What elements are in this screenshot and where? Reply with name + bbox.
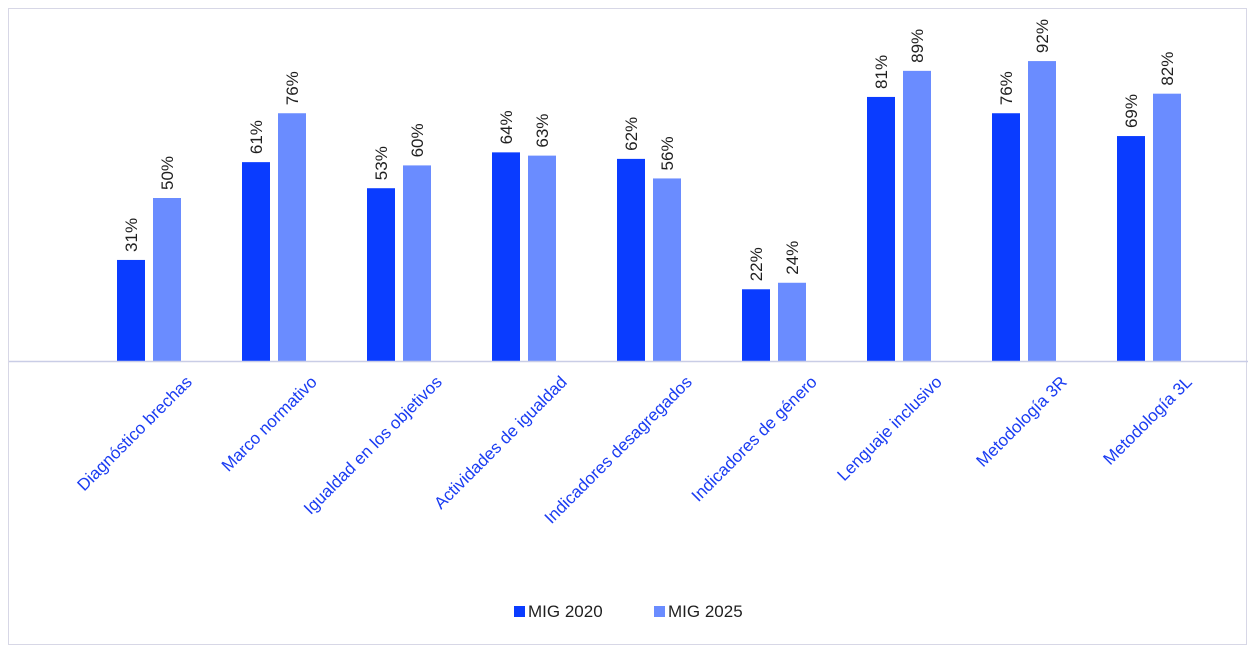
data-label-mig-2025-actividades-de-igualdad: 63% (533, 114, 552, 148)
bar-mig-2020-actividades-de-igualdad (492, 152, 520, 361)
bar-mig-2020-diagnostico-brechas (117, 259, 145, 361)
legend: MIG 2020 MIG 2025 (514, 602, 743, 621)
bar-chart: 31% 50% 61% 76% 53% 60% 64% 63% 62% 56% 22% 24% 81% 8… (9, 19, 1248, 621)
legend-label-mig-2020: MIG 2020 (528, 602, 603, 621)
category-labels-layer: Diagnóstico brechas Marco normativoIguald… (73, 372, 1195, 527)
category-label-marco-normativo: Marco normativo (218, 372, 321, 475)
bar-mig-2025-indicadores-desagregados (653, 178, 681, 361)
category-label-actividades-de-igualdad: Actividades de igualdad (430, 372, 570, 512)
bar-mig-2025-diagnostico-brechas (153, 198, 181, 361)
bar-mig-2025-metodologia-3l (1153, 93, 1181, 362)
data-label-mig-2025-indicadores-de-genero: 24% (783, 241, 802, 275)
data-label-mig-2025-diagnostico-brechas: 50% (158, 156, 177, 190)
bars-layer (117, 61, 1181, 362)
bar-mig-2020-igualdad-en-los-objetivos (367, 188, 395, 361)
data-label-mig-2020-indicadores-desagregados: 62% (622, 117, 641, 151)
bar-mig-2020-indicadores-desagregados (617, 158, 645, 361)
data-label-mig-2020-igualdad-en-los-objetivos: 53% (372, 146, 391, 180)
bar-mig-2020-lenguaje-inclusivo (867, 96, 895, 361)
bar-mig-2025-igualdad-en-los-objetivos (403, 165, 431, 361)
bar-mig-2025-actividades-de-igualdad (528, 155, 556, 361)
value-labels-layer: 31% 50% 61% 76% 53% 60% 64% 63% 62% 56% 22% 24% 81% 8… (122, 19, 1177, 281)
bar-mig-2020-marco-normativo (242, 162, 270, 361)
bar-mig-2020-metodologia-3r (992, 113, 1020, 362)
bar-mig-2025-marco-normativo (278, 113, 306, 362)
data-label-mig-2025-igualdad-en-los-objetivos: 60% (408, 123, 427, 157)
category-label-metodologia-3r: Metodología 3R (973, 372, 1071, 470)
legend-swatch-mig-2020 (514, 606, 525, 617)
bar-mig-2025-metodologia-3r (1028, 61, 1056, 362)
bar-mig-2025-lenguaje-inclusivo (903, 70, 931, 362)
data-label-mig-2020-lenguaje-inclusivo: 81% (872, 55, 891, 89)
data-label-mig-2025-marco-normativo: 76% (283, 71, 302, 105)
data-label-mig-2025-lenguaje-inclusivo: 89% (908, 29, 927, 63)
bar-mig-2020-indicadores-de-genero (742, 289, 770, 361)
category-label-diagnostico-brechas: Diagnóstico brechas (73, 372, 195, 494)
data-label-mig-2020-diagnostico-brechas: 31% (122, 218, 141, 252)
category-label-igualdad-en-los-objetivos: Igualdad en los objetivos (300, 372, 446, 518)
legend-label-mig-2025: MIG 2025 (668, 602, 743, 621)
data-label-mig-2020-indicadores-de-genero: 22% (747, 247, 766, 281)
data-label-mig-2025-indicadores-desagregados: 56% (658, 136, 677, 170)
data-label-mig-2025-metodologia-3l: 82% (1158, 52, 1177, 86)
data-label-mig-2020-metodologia-3l: 69% (1122, 94, 1141, 128)
data-label-mig-2020-metodologia-3r: 76% (997, 71, 1016, 105)
category-label-indicadores-desagregados: Indicadores desagregados (541, 372, 696, 527)
data-label-mig-2020-actividades-de-igualdad: 64% (497, 110, 516, 144)
bar-mig-2025-indicadores-de-genero (778, 282, 806, 361)
category-label-lenguaje-inclusivo: Lenguaje inclusivo (833, 372, 945, 484)
legend-swatch-mig-2025 (654, 606, 665, 617)
category-label-metodologia-3l: Metodología 3L (1100, 372, 1196, 468)
category-label-indicadores-de-genero: Indicadores de género (688, 372, 821, 505)
data-label-mig-2020-marco-normativo: 61% (247, 120, 266, 154)
chart-frame: 31% 50% 61% 76% 53% 60% 64% 63% 62% 56% 22% 24% 81% 8… (8, 8, 1248, 645)
data-label-mig-2025-metodologia-3r: 92% (1033, 19, 1052, 53)
bar-mig-2020-metodologia-3l (1117, 136, 1145, 361)
